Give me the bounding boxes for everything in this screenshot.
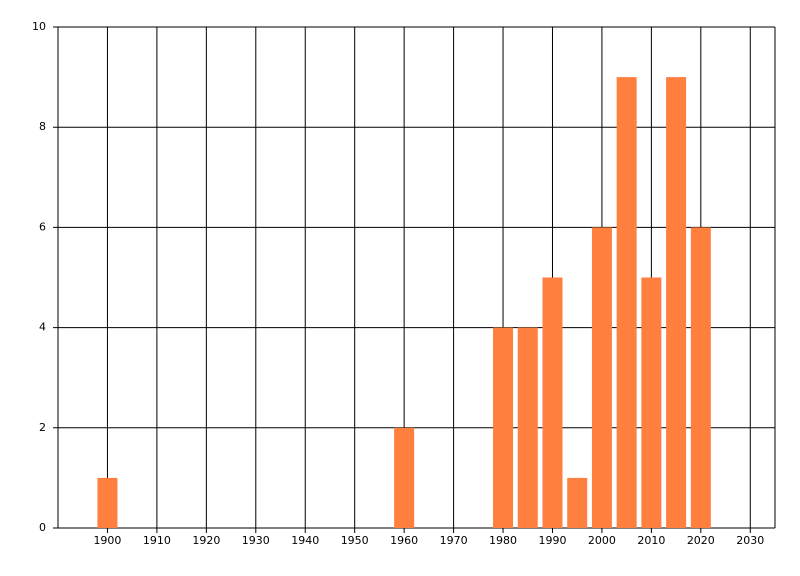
bar	[616, 77, 637, 528]
x-tick-label: 2020	[687, 534, 715, 547]
x-tick-label: 1950	[341, 534, 369, 547]
x-tick-label: 1920	[192, 534, 220, 547]
x-tick-label: 1980	[489, 534, 517, 547]
bar	[493, 327, 514, 528]
y-tick-label: 6	[39, 220, 46, 233]
bar	[567, 477, 588, 528]
bar	[517, 327, 538, 528]
bar	[690, 227, 711, 528]
y-tick-label: 0	[39, 521, 46, 534]
x-tick-label: 1960	[390, 534, 418, 547]
x-tick-label: 1990	[538, 534, 566, 547]
bar	[394, 427, 415, 528]
y-tick-label: 2	[39, 421, 46, 434]
x-tick-label: 2010	[637, 534, 665, 547]
y-tick-label: 10	[32, 20, 46, 33]
bar	[666, 77, 687, 528]
x-tick-label: 2000	[588, 534, 616, 547]
y-tick-label: 8	[39, 120, 46, 133]
bar	[591, 227, 612, 528]
bar	[542, 277, 563, 528]
bar	[97, 477, 118, 528]
x-tick-label: 1930	[242, 534, 270, 547]
x-tick-label: 1970	[440, 534, 468, 547]
x-tick-label: 1940	[291, 534, 319, 547]
x-tick-label: 1910	[143, 534, 171, 547]
y-tick-label: 4	[39, 321, 46, 334]
x-tick-label: 1900	[93, 534, 121, 547]
x-tick-label: 2030	[736, 534, 764, 547]
bar	[641, 277, 662, 528]
